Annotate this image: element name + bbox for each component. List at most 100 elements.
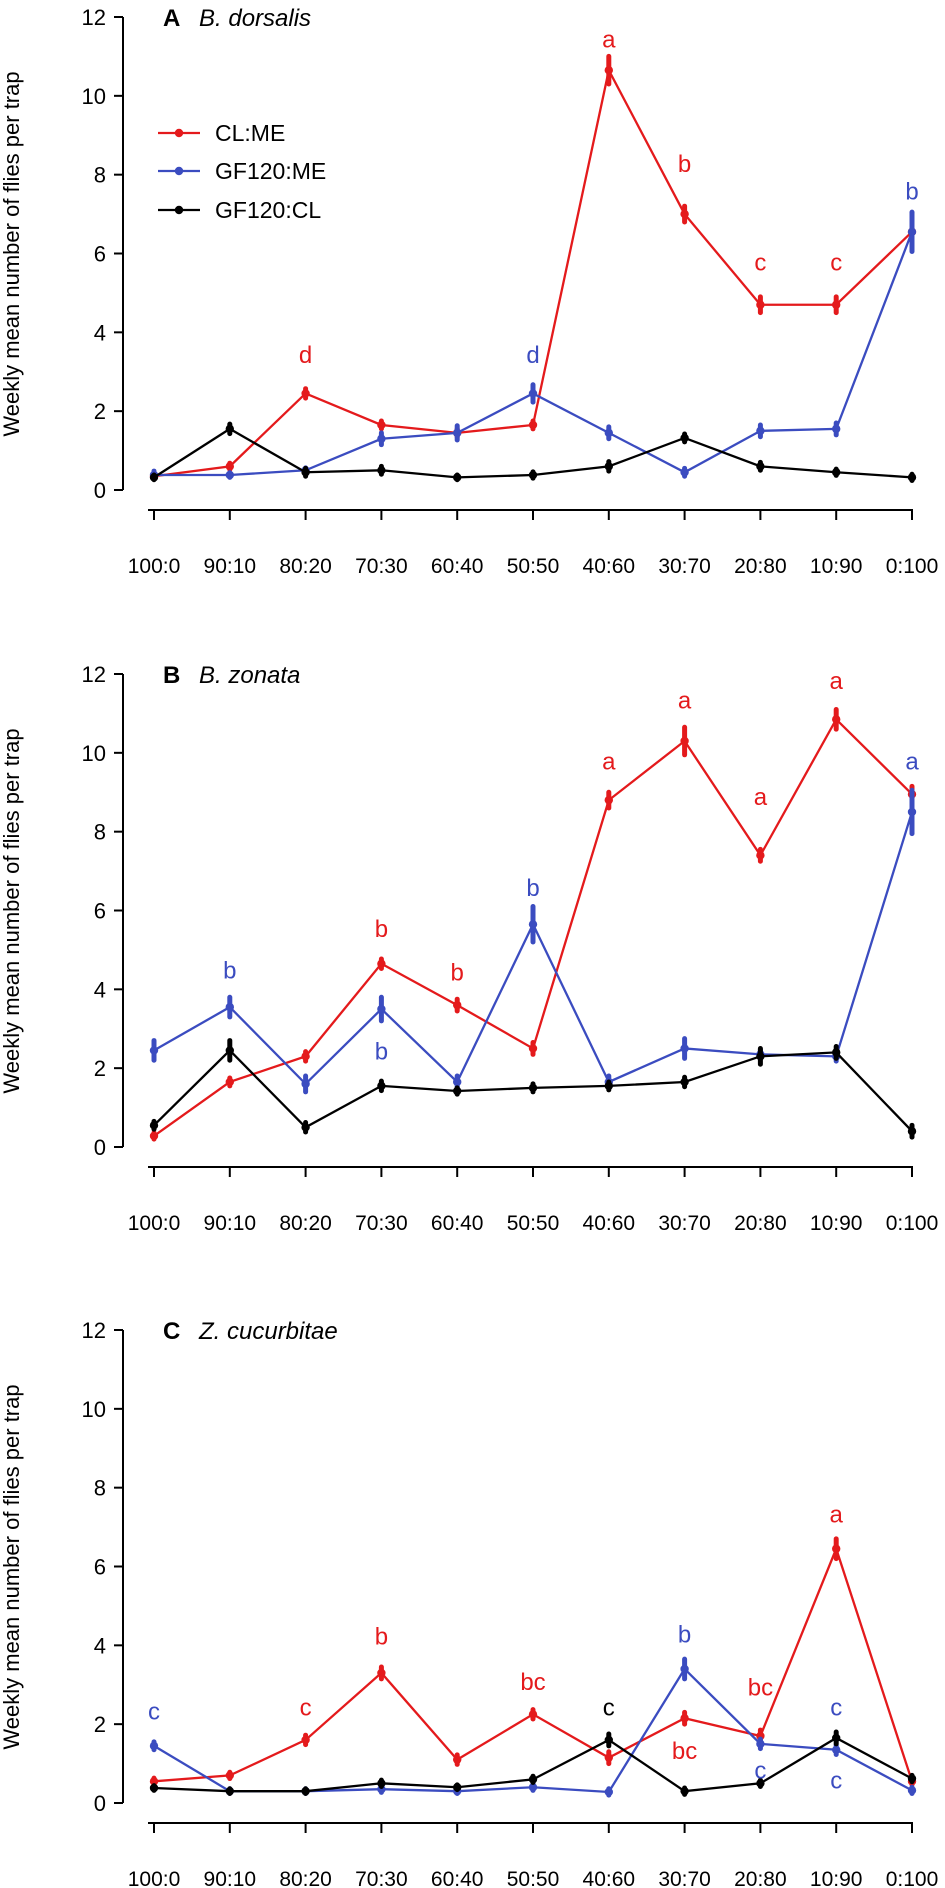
significance-letter: b [375, 1623, 388, 1650]
data-point [377, 1779, 386, 1788]
y-axis-label: Weekly mean number of flies per trap [0, 1384, 24, 1749]
x-tick-label: 30:70 [658, 1212, 711, 1235]
data-point [680, 1044, 689, 1053]
data-point [225, 1077, 234, 1087]
x-tick-label: 90:10 [204, 1868, 257, 1888]
x-tick-label: 100:0 [128, 1212, 181, 1235]
x-tick-label: 40:60 [583, 1868, 636, 1888]
data-point [604, 1787, 613, 1797]
data-point [453, 1000, 462, 1010]
data-point [756, 1052, 765, 1061]
y-tick-label: 10 [82, 741, 106, 766]
data-point [377, 1668, 386, 1678]
significance-letter: a [678, 688, 692, 715]
data-point [225, 424, 234, 434]
x-tick-label: 10:90 [810, 1868, 863, 1888]
data-point [301, 1786, 310, 1796]
significance-letter: a [905, 749, 919, 776]
significance-letter: c [603, 1694, 615, 1721]
data-point [225, 1002, 234, 1012]
data-point [149, 473, 159, 482]
data-point [756, 462, 765, 471]
x-tick-label: 50:50 [507, 1868, 560, 1888]
y-tick-label: 8 [94, 163, 106, 188]
significance-letter: c [754, 249, 766, 276]
data-point [453, 473, 462, 482]
data-point [907, 473, 917, 482]
panel-letter: C [163, 1318, 180, 1345]
data-point [149, 1783, 159, 1793]
data-point [301, 1123, 310, 1132]
data-point [528, 1775, 538, 1784]
data-point [149, 1131, 159, 1141]
legend-swatch-point [174, 128, 184, 138]
data-point [528, 1083, 538, 1093]
data-point [301, 1735, 310, 1745]
data-point [301, 1079, 310, 1089]
panel-title: Z. cucurbitae [198, 1318, 338, 1345]
x-tick-label: 40:60 [583, 1212, 636, 1235]
data-point [377, 434, 386, 443]
significance-letter: b [223, 958, 236, 985]
x-tick-label: 80:20 [279, 1868, 332, 1888]
y-tick-label: 4 [94, 1633, 106, 1658]
significance-letter: a [830, 1501, 844, 1528]
y-tick-label: 12 [82, 1318, 106, 1343]
data-point [604, 1753, 613, 1762]
significance-letter: b [905, 178, 918, 205]
data-point [680, 1714, 689, 1723]
y-axis-label: Weekly mean number of flies per trap [0, 71, 24, 436]
legend-label: GF120:ME [215, 158, 326, 184]
data-point [832, 468, 841, 477]
x-tick-label: 20:80 [734, 1212, 787, 1235]
significance-letter: a [754, 784, 768, 811]
data-point [756, 1739, 765, 1749]
data-point [604, 1081, 613, 1091]
significance-letter: bc [672, 1738, 697, 1765]
significance-letter: bc [748, 1675, 773, 1702]
data-point [453, 1755, 462, 1764]
data-point [301, 468, 310, 477]
data-point [680, 468, 689, 477]
y-tick-label: 6 [94, 1555, 106, 1580]
x-tick-label: 80:20 [279, 1212, 332, 1235]
data-point [907, 227, 917, 237]
y-tick-label: 12 [82, 662, 106, 687]
y-axis-label: Weekly mean number of flies per trap [0, 728, 24, 1093]
significance-letter: a [830, 668, 844, 695]
data-point [149, 1741, 159, 1751]
data-point [377, 420, 386, 430]
data-point [756, 851, 765, 860]
legend-swatch-point [174, 205, 184, 215]
y-tick-label: 6 [94, 899, 106, 924]
y-tick-label: 8 [94, 820, 106, 845]
data-point [377, 959, 386, 968]
y-tick-label: 2 [94, 1712, 106, 1737]
data-point [453, 1086, 462, 1096]
legend-swatch-point [174, 166, 184, 176]
y-tick-label: 12 [82, 5, 106, 30]
data-point [528, 1710, 538, 1719]
data-point [377, 1081, 386, 1091]
data-point [756, 1779, 765, 1788]
significance-letter: b [375, 916, 388, 943]
data-point [680, 1664, 689, 1674]
data-point [149, 1777, 159, 1786]
significance-letter: c [754, 1757, 766, 1784]
data-point [301, 389, 310, 398]
data-point [832, 424, 841, 434]
data-point [907, 1127, 917, 1136]
x-tick-label: 60:40 [431, 1212, 484, 1235]
significance-letter: c [830, 249, 842, 276]
y-tick-label: 2 [94, 399, 106, 424]
x-tick-label: 60:40 [431, 1868, 484, 1888]
data-point [756, 426, 765, 436]
data-point [832, 300, 841, 309]
x-tick-label: 70:30 [355, 1212, 408, 1235]
legend-label: CL:ME [215, 120, 285, 146]
y-tick-label: 4 [94, 320, 106, 345]
significance-letter: a [602, 27, 616, 54]
significance-letter: c [830, 1694, 842, 1721]
significance-letter: d [526, 342, 539, 369]
significance-letter: b [451, 960, 464, 987]
